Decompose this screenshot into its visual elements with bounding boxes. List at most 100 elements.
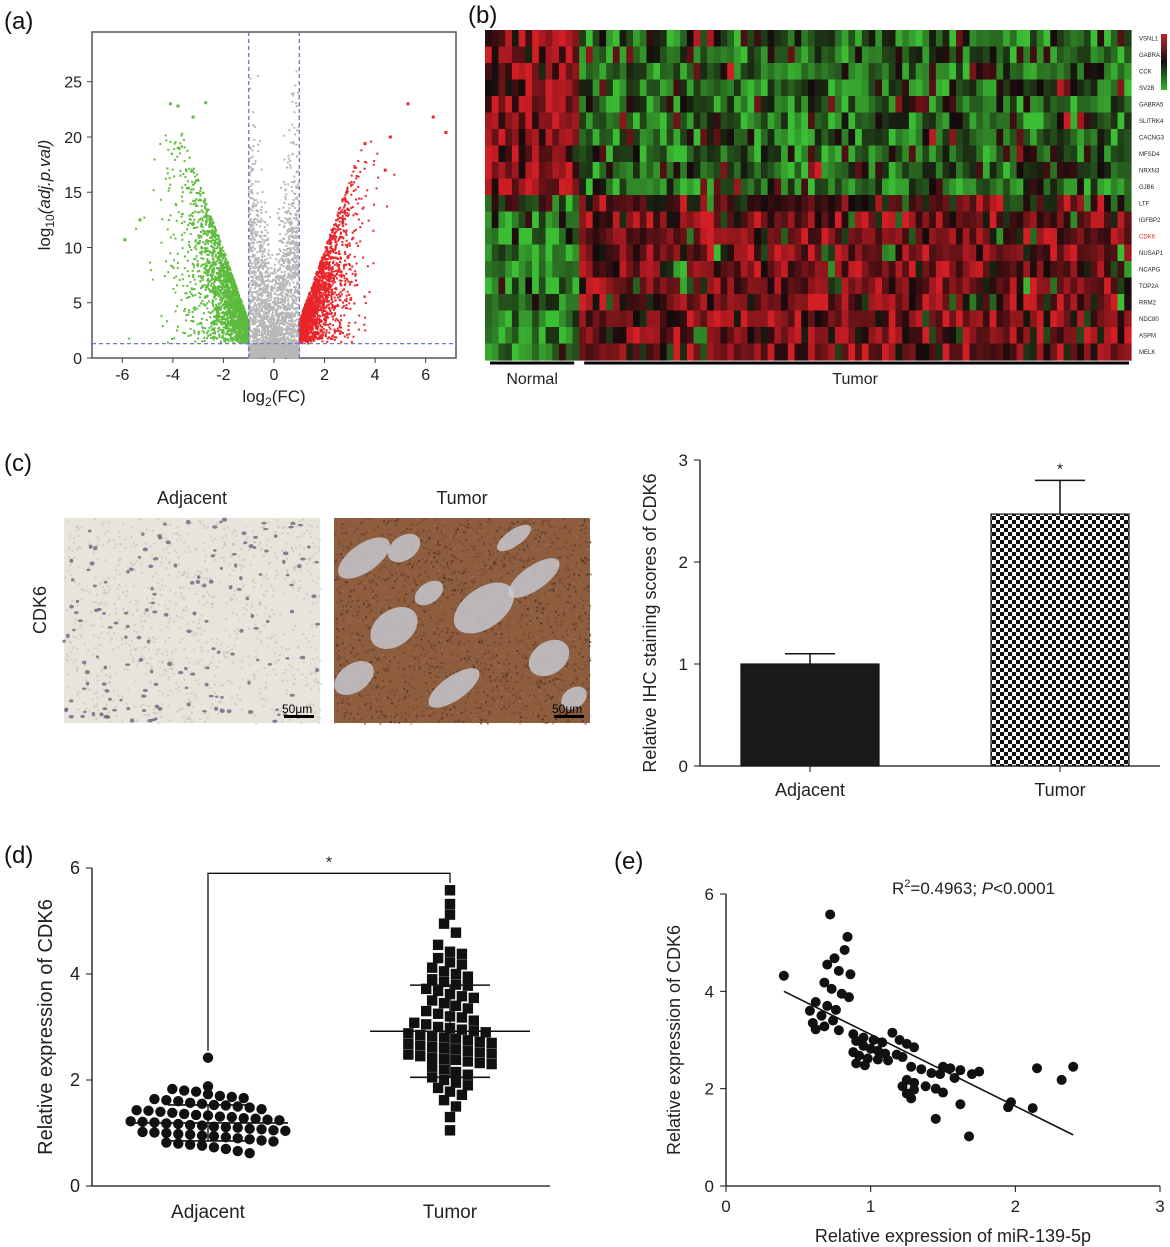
ns-point (281, 321, 284, 324)
down-point (241, 320, 244, 323)
down-point (200, 199, 203, 202)
ns-point (248, 338, 251, 341)
down-point (169, 140, 172, 143)
ns-point (270, 330, 273, 333)
down-point (242, 326, 245, 329)
down-point (232, 290, 235, 293)
down-point (239, 297, 242, 300)
down-point (181, 195, 184, 198)
down-point (167, 219, 170, 222)
down-point (232, 322, 235, 325)
down-point (230, 319, 233, 322)
ns-point (271, 271, 274, 274)
down-point (173, 142, 176, 145)
down-point (176, 252, 179, 255)
ns-point (284, 282, 287, 285)
down-point (204, 206, 207, 209)
ns-point (250, 347, 253, 350)
down-point (218, 274, 221, 277)
ns-point (256, 354, 259, 357)
ns-point (250, 241, 253, 244)
ns-point (275, 329, 278, 332)
ns-point (293, 301, 296, 304)
ns-point (257, 328, 260, 331)
ns-point (276, 314, 279, 317)
ns-point (249, 213, 252, 216)
down-point (195, 179, 198, 182)
ns-point (260, 205, 263, 208)
down-point (160, 314, 163, 317)
down-point (210, 218, 213, 221)
down-point (225, 278, 228, 281)
ns-point (277, 331, 280, 334)
down-point (233, 311, 236, 314)
down-point (238, 336, 241, 339)
ns-point (273, 269, 276, 272)
ns-point (263, 339, 266, 342)
ns-point (276, 286, 279, 289)
down-point (206, 253, 209, 256)
ns-point (276, 212, 279, 215)
down-point (232, 299, 235, 302)
down-point (229, 324, 232, 327)
ns-point (289, 274, 292, 277)
ns-point (266, 223, 269, 226)
ns-point (254, 276, 257, 279)
ns-point (277, 320, 280, 323)
down-point (179, 169, 182, 172)
down-point (189, 327, 192, 330)
ns-point (281, 278, 284, 281)
down-point (231, 315, 234, 318)
ns-point (273, 344, 276, 347)
ns-point (267, 320, 270, 323)
down-point (196, 260, 199, 263)
ns-point (251, 272, 254, 275)
ns-point (286, 254, 289, 257)
down-point (192, 203, 195, 206)
ns-point (259, 353, 262, 356)
ns-point (251, 262, 254, 265)
down-point (218, 292, 221, 295)
down-point (222, 311, 225, 314)
ns-point (283, 315, 286, 318)
ns-point (254, 257, 257, 260)
ns-point (294, 102, 297, 105)
ns-point (253, 351, 256, 354)
ns-point (262, 289, 265, 292)
down-point (189, 281, 192, 284)
ns-point (255, 312, 258, 315)
ns-point (255, 304, 258, 307)
panel-label-c: (c) (4, 450, 32, 477)
ns-point (252, 206, 255, 209)
ns-point (277, 269, 280, 272)
down-point (236, 297, 239, 300)
ns-point (253, 287, 256, 290)
down-point (226, 261, 229, 264)
ns-point (288, 217, 291, 220)
ns-point (261, 267, 264, 270)
down-point (197, 220, 200, 223)
ns-point (274, 324, 277, 327)
ns-point (255, 291, 258, 294)
ns-point (285, 306, 288, 309)
ns-point (287, 221, 290, 224)
down-point (230, 306, 233, 309)
down-point (190, 248, 193, 251)
ns-point (294, 245, 297, 248)
ns-point (295, 334, 298, 337)
down-point (159, 198, 162, 201)
down-point (210, 329, 213, 332)
down-point (205, 221, 208, 224)
ns-point (284, 288, 287, 291)
ns-point (267, 285, 270, 288)
ns-point (296, 280, 299, 283)
down-point (209, 264, 212, 267)
ns-point (295, 311, 298, 314)
down-point (217, 306, 220, 309)
down-point (183, 267, 186, 270)
ns-point (255, 278, 258, 281)
down-point (202, 232, 205, 235)
ns-point (267, 249, 270, 252)
down-point (202, 200, 205, 203)
ns-point (263, 327, 266, 330)
